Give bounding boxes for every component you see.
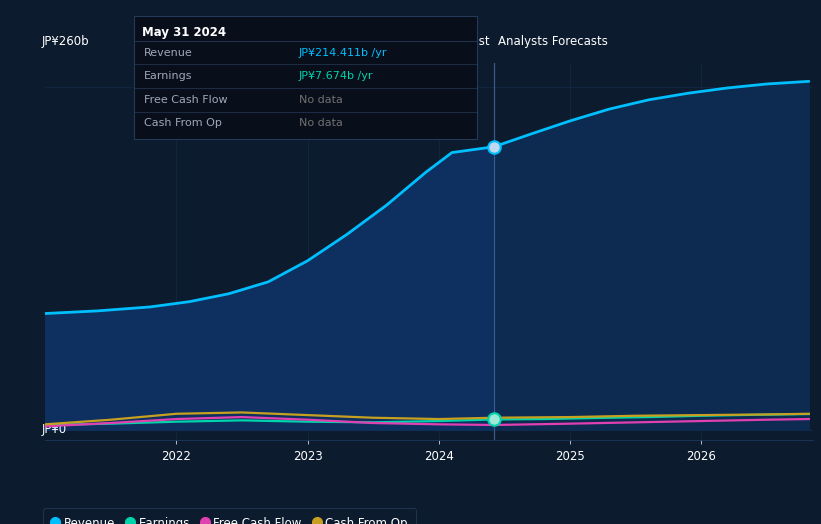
Text: Analysts Forecasts: Analysts Forecasts	[498, 35, 608, 48]
Text: No data: No data	[299, 118, 342, 128]
Text: Cash From Op: Cash From Op	[144, 118, 222, 128]
Text: JP¥0: JP¥0	[41, 423, 67, 436]
Text: Earnings: Earnings	[144, 71, 192, 81]
Legend: Revenue, Earnings, Free Cash Flow, Cash From Op: Revenue, Earnings, Free Cash Flow, Cash …	[44, 508, 416, 524]
Text: JP¥7.674b /yr: JP¥7.674b /yr	[299, 71, 373, 81]
Text: Past: Past	[466, 35, 490, 48]
Text: JP¥260b: JP¥260b	[41, 35, 89, 48]
Text: May 31 2024: May 31 2024	[142, 26, 226, 39]
Text: No data: No data	[299, 95, 342, 105]
Text: Free Cash Flow: Free Cash Flow	[144, 95, 227, 105]
Text: Revenue: Revenue	[144, 48, 192, 58]
Text: JP¥214.411b /yr: JP¥214.411b /yr	[299, 48, 387, 58]
